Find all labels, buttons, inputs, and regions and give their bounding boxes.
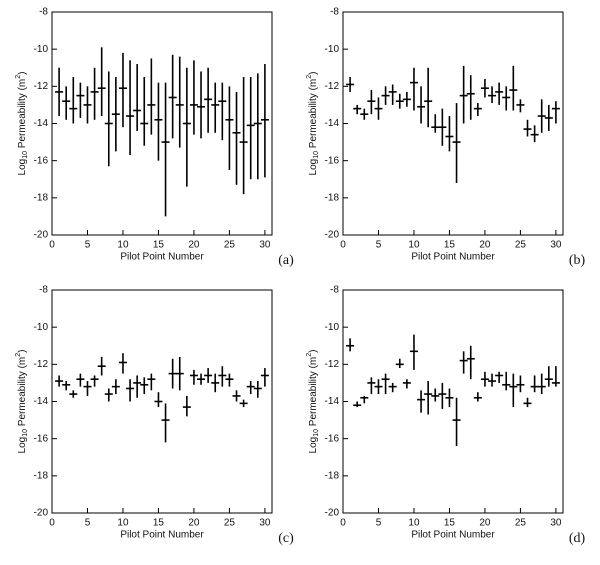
- plot-frame: [342, 11, 564, 236]
- y-tick-label: -18: [34, 192, 49, 203]
- y-tick-label: -14: [34, 396, 49, 407]
- x-tick-label: 10: [408, 240, 420, 251]
- x-tick-label: 30: [550, 240, 562, 251]
- y-axis-label: Log10 Permeability (m2): [15, 72, 29, 176]
- y-label-part: Permeability (m: [17, 357, 28, 429]
- y-tick-label: -18: [34, 470, 49, 481]
- plot-frame: [342, 289, 564, 514]
- x-axis-label: Pilot Point Number: [411, 252, 495, 263]
- y-tick-label: -16: [325, 155, 340, 166]
- panel-label: (a): [278, 253, 294, 268]
- y-tick-label: -20: [34, 508, 49, 519]
- y-label-sub: 10: [313, 151, 320, 159]
- x-tick-label: 20: [188, 240, 200, 251]
- y-label-sup: 2: [306, 353, 313, 357]
- x-tick-label: 5: [85, 240, 91, 251]
- y-axis-label: Log10 Permeability (m2): [306, 72, 320, 176]
- y-label-sup: 2: [15, 353, 22, 357]
- y-tick-label: -14: [325, 396, 340, 407]
- x-tick-label: 0: [49, 240, 55, 251]
- y-label-part: ): [17, 72, 28, 75]
- y-tick-label: -12: [325, 81, 340, 92]
- x-tick-label: 15: [444, 240, 456, 251]
- x-axis-label: Pilot Point Number: [120, 252, 204, 263]
- y-label-sub: 10: [22, 151, 29, 159]
- y-label-sup: 2: [15, 75, 22, 79]
- panel-label: (b): [569, 253, 586, 268]
- y-label-sub: 10: [313, 429, 320, 437]
- y-tick-label: -8: [39, 285, 48, 296]
- y-tick-label: -8: [330, 7, 339, 18]
- x-tick-label: 25: [224, 518, 236, 529]
- y-tick-label: -8: [330, 285, 339, 296]
- x-tick-label: 5: [376, 240, 382, 251]
- y-label-part: Log: [17, 437, 28, 454]
- y-tick-label: -20: [34, 230, 49, 241]
- y-axis-label: Log10 Permeability (m2): [306, 350, 320, 454]
- x-tick-label: 30: [550, 518, 562, 529]
- x-tick-label: 10: [117, 240, 129, 251]
- y-tick-label: -10: [34, 44, 49, 55]
- y-label-part: Log: [308, 437, 319, 454]
- x-tick-label: 20: [479, 240, 491, 251]
- plot-frame: [51, 11, 273, 236]
- y-tick-label: -16: [34, 155, 49, 166]
- x-tick-label: 25: [224, 240, 236, 251]
- y-tick-label: -20: [325, 230, 340, 241]
- y-tick-label: -10: [34, 322, 49, 333]
- y-label-part: ): [308, 350, 319, 353]
- x-axis-label: Pilot Point Number: [120, 530, 204, 541]
- y-tick-label: -10: [325, 44, 340, 55]
- x-tick-label: 25: [515, 240, 527, 251]
- y-axis-label: Log10 Permeability (m2): [15, 350, 29, 454]
- y-label-part: Permeability (m: [17, 79, 28, 151]
- x-tick-label: 15: [444, 518, 456, 529]
- y-tick-label: -20: [325, 508, 340, 519]
- y-label-part: ): [17, 350, 28, 353]
- panel-label: (c): [278, 531, 294, 546]
- x-tick-label: 15: [153, 518, 165, 529]
- x-tick-label: 0: [340, 240, 346, 251]
- y-label-part: Permeability (m: [308, 357, 319, 429]
- x-tick-label: 10: [117, 518, 129, 529]
- x-tick-label: 15: [153, 240, 165, 251]
- y-tick-label: -8: [39, 7, 48, 18]
- x-tick-label: 30: [259, 518, 271, 529]
- x-tick-label: 25: [515, 518, 527, 529]
- x-tick-label: 20: [479, 518, 491, 529]
- y-label-part: Permeability (m: [308, 79, 319, 151]
- y-tick-label: -14: [325, 118, 340, 129]
- y-tick-label: -12: [34, 81, 49, 92]
- y-tick-label: -18: [325, 470, 340, 481]
- panel-label: (d): [569, 531, 586, 546]
- y-label-sub: 10: [22, 429, 29, 437]
- y-label-sup: 2: [306, 75, 313, 79]
- y-tick-label: -12: [325, 359, 340, 370]
- y-tick-label: -10: [325, 322, 340, 333]
- y-label-part: Log: [308, 159, 319, 176]
- x-tick-label: 0: [340, 518, 346, 529]
- x-tick-label: 5: [376, 518, 382, 529]
- x-tick-label: 10: [408, 518, 420, 529]
- y-tick-label: -18: [325, 192, 340, 203]
- y-tick-label: -16: [325, 433, 340, 444]
- y-label-part: ): [308, 72, 319, 75]
- x-tick-label: 0: [49, 518, 55, 529]
- x-axis-label: Pilot Point Number: [411, 530, 495, 541]
- y-label-part: Log: [17, 159, 28, 176]
- x-tick-label: 20: [188, 518, 200, 529]
- y-tick-label: -14: [34, 118, 49, 129]
- y-tick-label: -16: [34, 433, 49, 444]
- y-tick-label: -12: [34, 359, 49, 370]
- x-tick-label: 5: [85, 518, 91, 529]
- x-tick-label: 30: [259, 240, 271, 251]
